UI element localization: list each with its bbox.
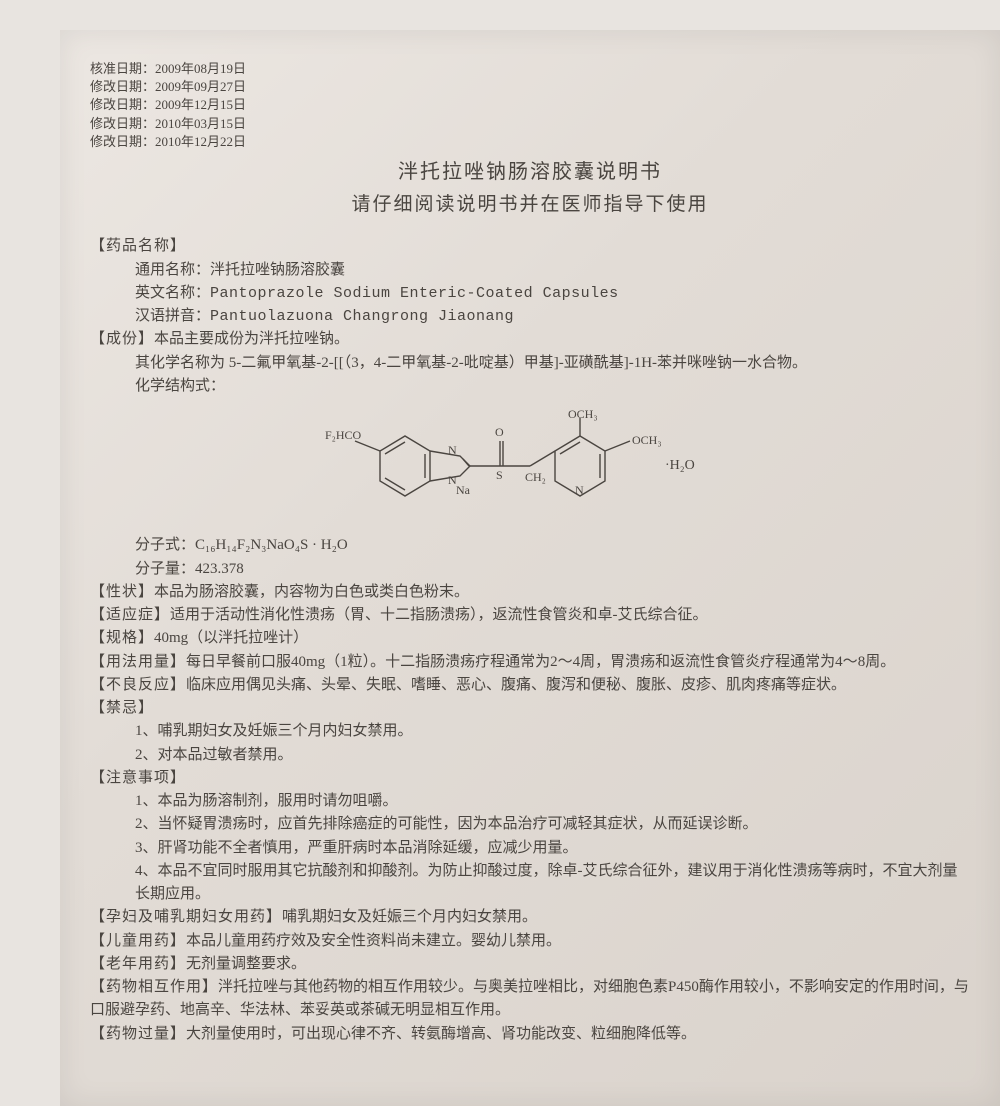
- date-row: 修改日期：2010年12月22日: [90, 133, 970, 151]
- label-n3: N: [575, 483, 584, 497]
- contra-section: 【禁忌】: [90, 697, 970, 720]
- document-subtitle: 请仔细阅读说明书并在医师指导下使用: [90, 190, 970, 219]
- pregnancy-section: 【孕妇及哺乳期妇女用药】哺乳期妇女及妊娠三个月内妇女禁用。: [90, 906, 970, 929]
- label-f2hco: F₂HCO: [325, 428, 362, 442]
- molecular-formula: 分子式：C₁₆H₁₄F₂N₃NaO₄S · H₂O: [90, 534, 970, 557]
- label-n2: N: [448, 473, 457, 487]
- caution-item: 1、本品为肠溶制剂，服用时请勿咀嚼。: [90, 790, 970, 813]
- label-s: S: [496, 468, 503, 482]
- adverse-section: 【不良反应】临床应用偶见头痛、头晕、失眠、嗜睡、恶心、腹痛、腹泻和便秘、腹胀、皮…: [90, 674, 970, 697]
- date-row: 修改日期：2009年09月27日: [90, 78, 970, 96]
- section-heading: 【成份】: [90, 331, 154, 347]
- caution-item: 4、本品不宜同时服用其它抗酸剂和抑酸剂。为防止抑酸过度，除卓-艾氏综合征外，建议…: [90, 860, 970, 907]
- pinyin-name: 汉语拼音：Pantuolazuona Changrong Jiaonang: [90, 305, 970, 328]
- document-title: 泮托拉唑钠肠溶胶囊说明书: [90, 157, 970, 188]
- chemical-name: 其化学名称为 5-二氟甲氧基-2-[[（3，4-二甲氧基-2-吡啶基）甲基]-亚…: [90, 352, 970, 375]
- contra-item: 1、哺乳期妇女及妊娠三个月内妇女禁用。: [90, 720, 970, 743]
- contra-item: 2、对本品过敏者禁用。: [90, 744, 970, 767]
- composition-section: 【成份】本品主要成份为泮托拉唑钠。: [90, 328, 970, 351]
- caution-item: 3、肝肾功能不全者慎用，严重肝病时本品消除延缓，应减少用量。: [90, 837, 970, 860]
- indication-section: 【适应症】适用于活动性消化性溃疡（胃、十二指肠溃疡），返流性食管炎和卓-艾氏综合…: [90, 604, 970, 627]
- label-h2o: ·H₂O: [665, 458, 695, 473]
- label-och3-2: OCH₃: [632, 433, 662, 447]
- english-name: 英文名称：Pantoprazole Sodium Enteric-Coated …: [90, 282, 970, 305]
- section-heading: 【药品名称】: [90, 238, 186, 254]
- description-section: 【性状】本品为肠溶胶囊，内容物为白色或类白色粉末。: [90, 581, 970, 604]
- label-ch2: CH₂: [525, 470, 546, 484]
- pediatric-section: 【儿童用药】本品儿童用药疗效及安全性资料尚未建立。婴幼儿禁用。: [90, 930, 970, 953]
- geriatric-section: 【老年用药】无剂量调整要求。: [90, 953, 970, 976]
- chemical-structure-diagram: F₂HCO O S CH₂ OCH₃ OCH₃ Na N N N ·H₂O: [90, 406, 970, 524]
- label-o: O: [495, 425, 504, 439]
- insert-sheet: 核准日期：2009年08月19日 修改日期：2009年09月27日 修改日期：2…: [60, 30, 1000, 1106]
- dosage-section: 【用法用量】每日早餐前口服40mg（1粒）。十二指肠溃疡疗程通常为2～4周，胃溃…: [90, 651, 970, 674]
- date-row: 修改日期：2009年12月15日: [90, 96, 970, 114]
- caution-section: 【注意事项】: [90, 767, 970, 790]
- date-row: 修改日期：2010年03月15日: [90, 115, 970, 133]
- label-na: Na: [456, 483, 471, 497]
- spec-section: 【规格】40mg（以泮托拉唑计）: [90, 627, 970, 650]
- label-n1: N: [448, 443, 457, 457]
- generic-name: 通用名称：泮托拉唑钠肠溶胶囊: [90, 259, 970, 282]
- interaction-section: 【药物相互作用】泮托拉唑与其他药物的相互作用较少。与奥美拉唑相比，对细胞色素P4…: [90, 976, 970, 1023]
- molecular-weight: 分子量：423.378: [90, 558, 970, 581]
- revision-dates: 核准日期：2009年08月19日 修改日期：2009年09月27日 修改日期：2…: [90, 60, 970, 151]
- label-och3-1: OCH₃: [568, 407, 598, 421]
- structure-label: 化学结构式：: [90, 375, 970, 398]
- overdose-section: 【药物过量】大剂量使用时，可出现心律不齐、转氨酶增高、肾功能改变、粒细胞降低等。: [90, 1023, 970, 1046]
- caution-item: 2、当怀疑胃溃疡时，应首先排除癌症的可能性，因为本品治疗可减轻其症状，从而延误诊…: [90, 813, 970, 836]
- drug-name-section: 【药品名称】: [90, 235, 970, 258]
- date-row: 核准日期：2009年08月19日: [90, 60, 970, 78]
